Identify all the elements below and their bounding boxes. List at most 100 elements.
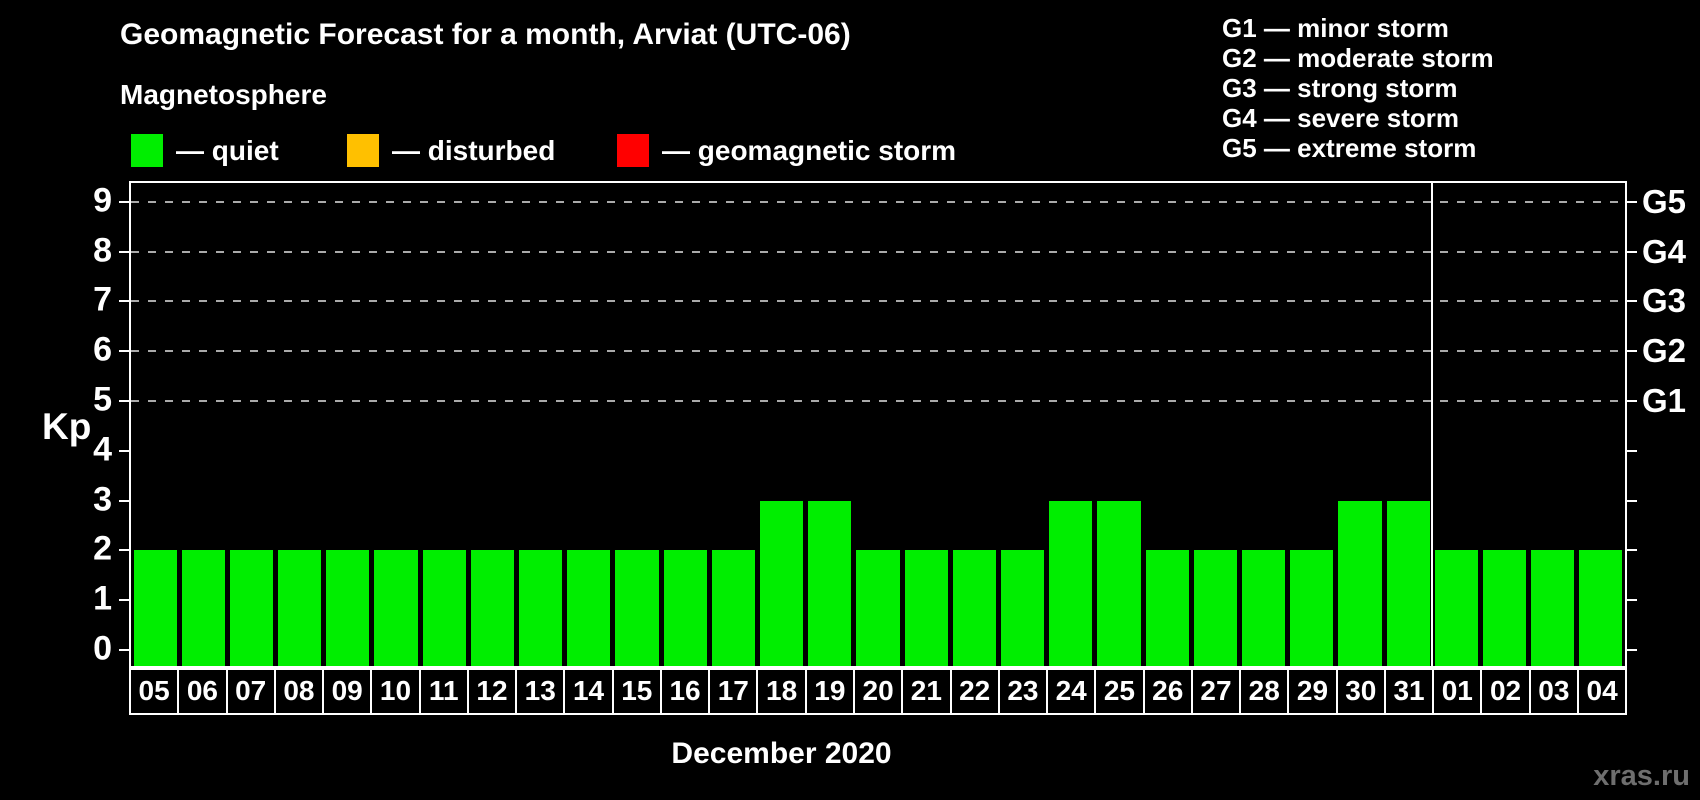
kp-bar-day-19	[808, 500, 852, 668]
g-scale-label-G3: G3	[1642, 282, 1687, 320]
legend-swatch-disturbed-icon	[347, 134, 379, 167]
day-label-27: 27	[1190, 666, 1242, 715]
day-label-22: 22	[949, 666, 1000, 715]
y-tick-label-1: 1	[93, 579, 112, 618]
day-label-20: 20	[852, 666, 904, 715]
day-label-13: 13	[515, 666, 566, 715]
watermark: xras.ru	[1593, 760, 1690, 792]
kp-bar-day-02	[1482, 550, 1527, 668]
day-label-10: 10	[370, 666, 421, 715]
legend-label-disturbed: — disturbed	[392, 134, 556, 166]
y-tick-left-8	[119, 250, 131, 253]
y-tick-left-0	[119, 649, 131, 651]
day-label-24: 24	[1046, 666, 1097, 715]
kp-bar-day-23	[1000, 550, 1045, 668]
legend-swatch-quiet-icon	[131, 134, 163, 167]
x-axis-day-row: 05 06 07 08 09 10 11 12 13 14 15 16 17 18 19 20 21 22 23 24…	[129, 666, 1628, 715]
storm-legend-line-1: G1 — minor storm	[1222, 13, 1449, 43]
kp-bar-day-01	[1434, 550, 1478, 668]
day-label-07: 07	[225, 666, 276, 715]
day-label-02: 02	[1480, 666, 1531, 715]
y-tick-right-4	[1625, 449, 1637, 452]
kp-bar-day-28	[1241, 550, 1286, 668]
kp-bar-day-12	[470, 550, 515, 668]
kp-bar-day-30	[1338, 500, 1382, 668]
day-label-29: 29	[1287, 666, 1338, 715]
legend-item-disturbed: — disturbed	[347, 134, 555, 167]
plot-area	[129, 181, 1627, 670]
y-tick-left-4	[119, 449, 131, 452]
y-tick-right-6	[1625, 350, 1637, 353]
day-label-16: 16	[659, 666, 711, 715]
kp-bar-day-27	[1193, 550, 1237, 668]
month-label: December 2020	[671, 737, 892, 770]
y-tick-left-7	[119, 300, 131, 303]
kp-bar-day-09	[326, 550, 370, 668]
y-tick-label-5: 5	[93, 380, 112, 419]
legend-item-quiet: — quiet	[131, 134, 279, 167]
kp-bar-day-26	[1145, 550, 1189, 668]
y-tick-label-7: 7	[93, 281, 112, 320]
storm-legend-line-2: G2 — moderate storm	[1222, 43, 1494, 73]
kp-bar-day-29	[1290, 550, 1334, 668]
gridline-kp-6	[131, 350, 1625, 353]
legend-label-geomagnetic-storm: — geomagnetic storm	[662, 134, 957, 166]
y-tick-left-1	[119, 599, 131, 602]
y-tick-right-1	[1625, 599, 1637, 602]
day-label-09: 09	[322, 666, 373, 715]
kp-bar-day-20	[856, 550, 900, 668]
y-tick-label-0: 0	[93, 629, 112, 668]
month-boundary-line	[1431, 183, 1434, 668]
gridline-kp-7	[131, 300, 1625, 303]
day-label-21: 21	[901, 666, 952, 715]
day-label-01: 01	[1432, 666, 1483, 715]
y-tick-right-5	[1625, 400, 1637, 402]
y-tick-right-7	[1625, 300, 1637, 303]
day-label-15: 15	[611, 666, 662, 715]
y-tick-right-9	[1625, 200, 1637, 203]
g-scale-label-G5: G5	[1642, 182, 1687, 220]
legend-label-quiet: — quiet	[176, 134, 279, 166]
kp-bar-day-14	[567, 550, 611, 668]
gridline-kp-9	[131, 200, 1625, 203]
kp-bar-day-25	[1097, 500, 1141, 668]
day-label-23: 23	[997, 666, 1049, 715]
day-label-25: 25	[1094, 666, 1145, 715]
day-label-30: 30	[1335, 666, 1386, 715]
day-label-28: 28	[1239, 666, 1290, 715]
y-tick-left-9	[119, 200, 131, 203]
gridline-kp-8	[131, 250, 1625, 253]
day-label-11: 11	[418, 666, 469, 715]
kp-bar-day-16	[663, 550, 707, 668]
kp-bar-day-15	[615, 550, 659, 668]
y-tick-label-8: 8	[93, 231, 112, 270]
y-tick-label-9: 9	[93, 181, 112, 220]
y-tick-left-2	[119, 549, 131, 552]
day-label-05: 05	[129, 666, 180, 715]
storm-legend-line-5: G5 — extreme storm	[1222, 133, 1477, 163]
legend-swatch-geomagnetic-storm-icon	[617, 134, 649, 167]
y-tick-right-2	[1625, 549, 1637, 552]
kp-bar-day-17	[711, 550, 755, 668]
kp-bar-day-04	[1579, 550, 1623, 668]
day-label-19: 19	[804, 666, 855, 715]
y-tick-left-6	[119, 350, 131, 353]
kp-bar-day-11	[422, 550, 466, 668]
day-label-18: 18	[756, 666, 807, 715]
y-tick-right-0	[1625, 649, 1637, 651]
y-tick-left-5	[119, 400, 131, 402]
day-label-12: 12	[466, 666, 518, 715]
y-tick-right-3	[1625, 499, 1637, 502]
page-title: Geomagnetic Forecast for a month, Arviat…	[120, 18, 851, 51]
day-label-17: 17	[708, 666, 759, 715]
storm-scale-legend: G1 — minor storm G2 — moderate storm G3 — …	[1222, 13, 1494, 163]
g-scale-label-G2: G2	[1642, 332, 1687, 370]
kp-bar-day-07	[229, 550, 274, 668]
day-label-08: 08	[273, 666, 325, 715]
y-tick-label-3: 3	[93, 480, 112, 519]
g-scale-label-G4: G4	[1642, 232, 1687, 270]
kp-bar-day-05	[133, 550, 177, 668]
kp-bar-day-08	[278, 550, 322, 668]
day-label-31: 31	[1383, 666, 1435, 715]
y-tick-right-8	[1625, 250, 1637, 253]
